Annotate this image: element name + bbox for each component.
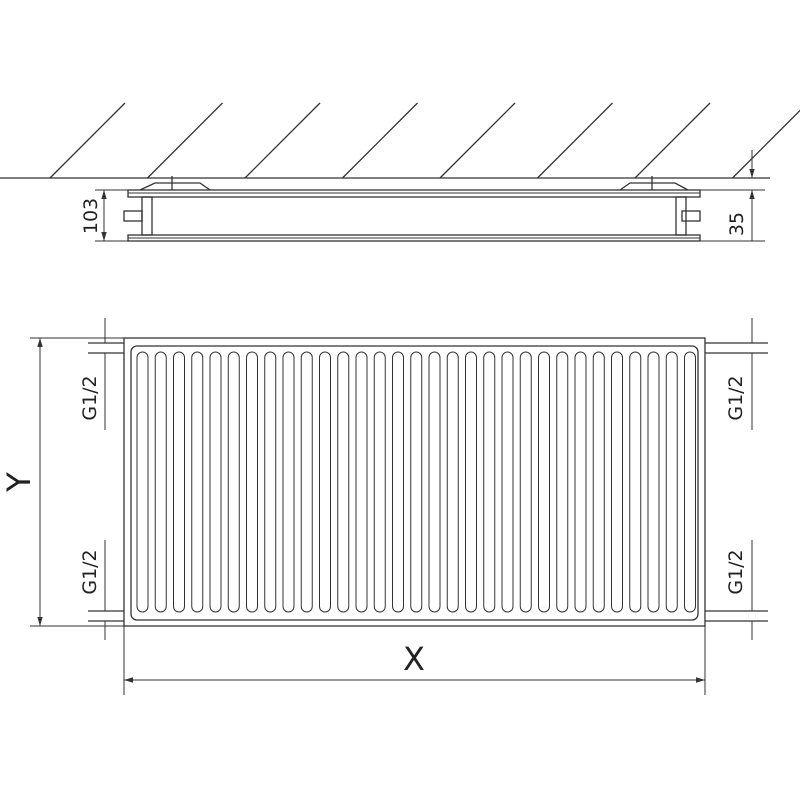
hatch-line [49, 102, 126, 179]
hatch-line [147, 102, 223, 179]
fin [319, 351, 331, 613]
fin [337, 351, 350, 613]
fin [246, 351, 258, 613]
fin [428, 351, 441, 613]
hatch-line [342, 102, 418, 179]
fin [154, 351, 167, 613]
hatch-line [634, 102, 711, 179]
fin [373, 351, 386, 613]
connection-label: G1/2 [725, 375, 747, 420]
wall-hatch [49, 102, 800, 179]
fin [538, 351, 550, 613]
fin [556, 351, 569, 613]
connection-label: G1/2 [79, 375, 101, 420]
fin [173, 351, 185, 613]
fin [483, 351, 496, 613]
fin [665, 351, 678, 613]
depth-label: 103 [80, 198, 102, 234]
connection-label: G1/2 [79, 549, 101, 594]
height-label: Y [0, 472, 38, 493]
fin [592, 351, 605, 613]
fin [519, 351, 532, 613]
fin [629, 351, 642, 613]
fin [392, 351, 404, 613]
fin [227, 351, 240, 613]
fins [136, 351, 696, 613]
hatch-line [732, 109, 800, 179]
fin [264, 351, 277, 613]
front-view [30, 318, 768, 695]
fin [611, 351, 623, 613]
fin [136, 351, 149, 613]
offset-label: 35 [726, 212, 748, 236]
fin [410, 351, 423, 613]
fin [355, 351, 368, 613]
width-label: X [403, 640, 425, 678]
fin [465, 351, 477, 613]
connection-label: G1/2 [725, 549, 747, 594]
fin [684, 351, 696, 613]
fin [191, 351, 204, 613]
hatch-line [244, 102, 321, 179]
fin [647, 351, 660, 613]
fin [446, 351, 459, 613]
fin [501, 351, 514, 613]
fin [282, 351, 295, 613]
fin [574, 351, 587, 613]
fin [300, 351, 313, 613]
hatch-line [537, 102, 613, 179]
hatch-line [439, 102, 516, 179]
side-view [95, 150, 765, 242]
fin [209, 351, 222, 613]
